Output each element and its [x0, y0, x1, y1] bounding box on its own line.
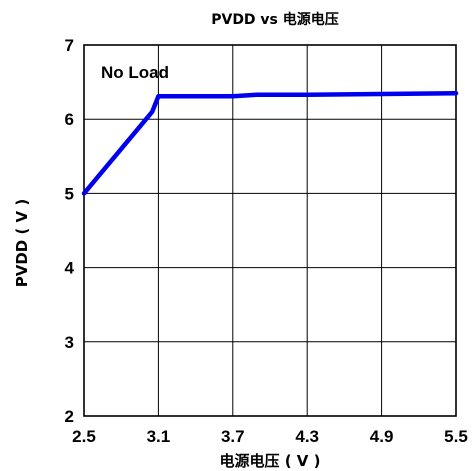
- x-axis-label: 电源电压 ( V ): [220, 452, 321, 470]
- y-tick-label: 4: [65, 259, 75, 278]
- y-tick-label: 7: [65, 36, 74, 55]
- y-tick-label: 3: [65, 333, 74, 352]
- y-tick-label: 6: [65, 110, 74, 129]
- y-axis-label: PVDD ( V ): [13, 199, 31, 288]
- y-tick-label: 5: [65, 184, 74, 203]
- y-tick-labels: 2 3 4 5 6 7: [65, 36, 75, 426]
- x-tick-label: 5.5: [444, 427, 468, 446]
- x-tick-labels: 2.5 3.1 3.7 4.3 4.9 5.5: [72, 427, 468, 446]
- annotation-no-load: No Load: [101, 63, 169, 82]
- series-line: [81, 90, 459, 196]
- grid-lines: [84, 45, 456, 416]
- plot-frame: [83, 44, 457, 417]
- x-tick-label: 3.7: [221, 427, 245, 446]
- x-tick-label: 4.3: [295, 427, 319, 446]
- x-tick-label: 3.1: [147, 427, 171, 446]
- y-tick-label: 2: [65, 407, 74, 426]
- x-tick-label: 4.9: [370, 427, 394, 446]
- x-tick-label: 2.5: [72, 427, 96, 446]
- series-layer: [81, 90, 459, 196]
- chart-title: PVDD vs 电源电压: [211, 11, 339, 28]
